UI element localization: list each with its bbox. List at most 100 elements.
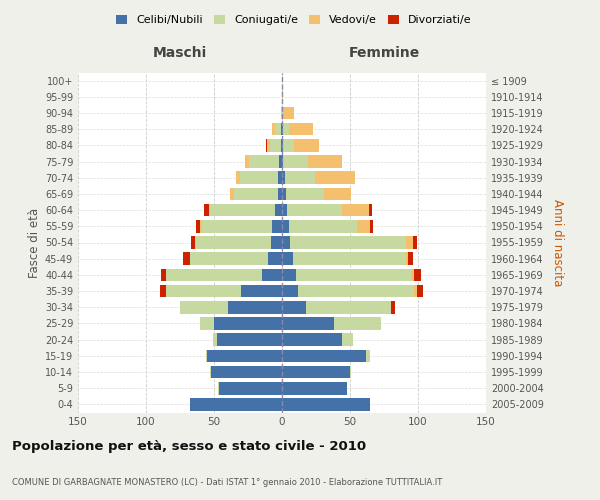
Bar: [342, 204, 369, 216]
Bar: [190, 252, 268, 265]
Bar: [406, 252, 409, 265]
Bar: [183, 252, 190, 265]
Text: Femmine: Femmine: [349, 46, 419, 60]
Bar: [166, 285, 241, 298]
Bar: [217, 334, 282, 346]
Bar: [212, 334, 217, 346]
Bar: [282, 204, 287, 216]
Bar: [282, 334, 342, 346]
Bar: [282, 366, 350, 378]
Bar: [218, 382, 220, 394]
Bar: [210, 204, 275, 216]
Bar: [282, 236, 290, 249]
Bar: [282, 139, 283, 151]
Bar: [281, 123, 282, 136]
Bar: [283, 106, 294, 120]
Bar: [282, 188, 286, 200]
Bar: [245, 155, 250, 168]
Bar: [200, 317, 214, 330]
Bar: [282, 398, 370, 410]
Bar: [166, 268, 262, 281]
Bar: [207, 350, 282, 362]
Bar: [268, 252, 282, 265]
Bar: [357, 220, 370, 232]
Bar: [282, 252, 293, 265]
Legend: Celibi/Nubili, Coniugati/e, Vedovi/e, Divorziati/e: Celibi/Nubili, Coniugati/e, Vedovi/e, Di…: [112, 10, 476, 29]
Bar: [416, 285, 424, 298]
Bar: [235, 188, 278, 200]
Bar: [195, 236, 196, 249]
Bar: [296, 268, 411, 281]
Bar: [272, 123, 275, 136]
Bar: [191, 236, 195, 249]
Bar: [283, 123, 289, 136]
Bar: [289, 123, 313, 136]
Bar: [289, 220, 357, 232]
Bar: [414, 268, 421, 281]
Bar: [266, 139, 267, 151]
Bar: [281, 106, 282, 120]
Bar: [282, 220, 289, 232]
Bar: [281, 139, 282, 151]
Bar: [205, 204, 209, 216]
Bar: [196, 220, 200, 232]
Bar: [290, 236, 406, 249]
Bar: [411, 268, 414, 281]
Bar: [406, 236, 413, 249]
Bar: [275, 123, 281, 136]
Bar: [282, 268, 296, 281]
Bar: [342, 334, 353, 346]
Bar: [370, 220, 373, 232]
Bar: [190, 398, 282, 410]
Bar: [278, 172, 282, 184]
Bar: [209, 204, 210, 216]
Bar: [240, 172, 278, 184]
Bar: [210, 366, 211, 378]
Bar: [220, 382, 282, 394]
Bar: [413, 236, 416, 249]
Bar: [271, 236, 282, 249]
Bar: [324, 188, 352, 200]
Text: COMUNE DI GARBAGNATE MONASTERO (LC) - Dati ISTAT 1° gennaio 2010 - Elaborazione : COMUNE DI GARBAGNATE MONASTERO (LC) - Da…: [12, 478, 442, 487]
Bar: [282, 123, 283, 136]
Bar: [391, 301, 395, 314]
Bar: [350, 366, 352, 378]
Bar: [161, 268, 166, 281]
Bar: [202, 220, 272, 232]
Bar: [241, 285, 282, 298]
Bar: [236, 172, 240, 184]
Bar: [230, 188, 235, 200]
Bar: [275, 204, 282, 216]
Bar: [282, 301, 307, 314]
Bar: [287, 204, 342, 216]
Bar: [367, 350, 370, 362]
Bar: [282, 106, 283, 120]
Bar: [285, 172, 314, 184]
Bar: [214, 317, 282, 330]
Bar: [286, 188, 324, 200]
Bar: [282, 155, 283, 168]
Bar: [314, 172, 355, 184]
Bar: [278, 188, 282, 200]
Bar: [283, 155, 308, 168]
Bar: [227, 301, 282, 314]
Bar: [211, 366, 282, 378]
Bar: [282, 285, 298, 298]
Y-axis label: Fasce di età: Fasce di età: [28, 208, 41, 278]
Bar: [196, 236, 271, 249]
Bar: [200, 220, 202, 232]
Text: Maschi: Maschi: [153, 46, 207, 60]
Bar: [298, 285, 414, 298]
Y-axis label: Anni di nascita: Anni di nascita: [551, 199, 563, 286]
Bar: [250, 155, 279, 168]
Bar: [272, 220, 282, 232]
Bar: [279, 155, 282, 168]
Bar: [282, 350, 367, 362]
Bar: [414, 285, 416, 298]
Bar: [308, 155, 342, 168]
Bar: [180, 301, 227, 314]
Bar: [282, 90, 283, 103]
Bar: [282, 172, 285, 184]
Bar: [270, 139, 281, 151]
Bar: [293, 252, 406, 265]
